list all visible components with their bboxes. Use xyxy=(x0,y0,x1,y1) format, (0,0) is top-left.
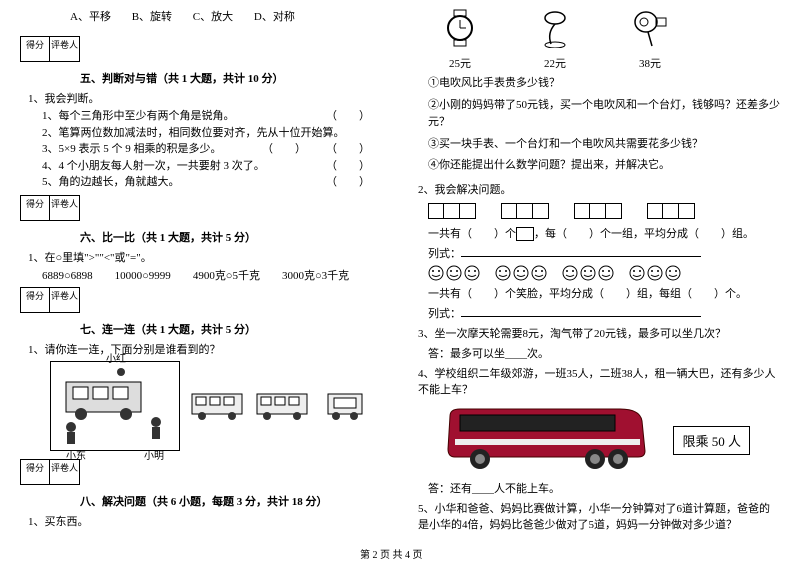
section-8-title: 八、解决问题（共 6 小题，每题 3 分，共计 18 分） xyxy=(80,493,390,509)
score-box: 得分 评卷人 xyxy=(20,459,80,485)
p3-answer: 答：最多可以坐____次。 xyxy=(428,345,780,361)
score-cell: 得分 xyxy=(20,36,50,62)
s5-i5: 5、角的边越长，角就越大。（ ） xyxy=(42,174,390,191)
box-groups xyxy=(428,203,780,219)
p2-line1: 一共有（ ）个，每（ ）个一组，平均分成（ ）组。 xyxy=(428,225,780,241)
bus-view-1 xyxy=(190,390,245,422)
problem-2: 2、我会解决问题。 xyxy=(418,181,780,197)
section-5-title: 五、判断对与错（共 1 大题，共计 10 分） xyxy=(80,70,390,86)
q-sub4: ④你还能提出什么数学问题？提出来，并解决它。 xyxy=(428,157,780,175)
bus-view-2 xyxy=(255,390,310,422)
bus-view-3 xyxy=(320,390,375,422)
product-watch: 25元 xyxy=(440,8,480,71)
mc-options: A、平移 B、旋转 C、放大 D、对称 xyxy=(70,8,390,24)
s5-q1: 1、我会判断。 xyxy=(28,90,390,106)
q-sub3: ③买一块手表、一个台灯和一个电吹风共需要花多少钱？ xyxy=(428,136,780,154)
p2-formula2: 列式： xyxy=(428,305,780,321)
bus-diagram: 限乘 50 人 xyxy=(410,401,780,476)
face-groups xyxy=(428,265,780,281)
smiley-icon xyxy=(428,265,444,281)
score-box: 得分 评卷人 xyxy=(20,36,80,62)
q-sub1: ①电吹风比手表贵多少钱？ xyxy=(428,75,780,93)
opt-d: D、对称 xyxy=(254,11,295,23)
p2-formula1: 列式： xyxy=(428,245,780,261)
s7-q1: 1、请你连一连，下面分别是谁看到的？ xyxy=(28,341,390,357)
s6-q1: 1、在○里填">""<"或"="。 xyxy=(28,249,390,265)
capacity-label: 限乘 50 人 xyxy=(673,426,750,455)
price-dryer: 38元 xyxy=(630,55,670,71)
opt-c: C、放大 xyxy=(193,11,233,23)
coach-bus-icon xyxy=(440,401,650,476)
problem-4: 4、学校组织二年级郊游，一班35人，二班38人，租一辆大巴，还有多少人不能上车？ xyxy=(418,365,780,397)
watch-icon xyxy=(440,8,480,48)
compare-row: 6889○689810000○99994900克○5千克3000克○3千克 xyxy=(42,267,390,283)
product-dryer: 38元 xyxy=(630,8,670,71)
s8-q1: 1、买东西。 xyxy=(28,513,390,529)
price-lamp: 22元 xyxy=(535,55,575,71)
price-watch: 25元 xyxy=(440,55,480,71)
p2-line3: 一共有（ ）个笑脸，平均分成（ ）组，每组（ ）个。 xyxy=(428,285,780,301)
label-xiaodong: 小东 xyxy=(66,447,86,462)
s5-i2: 2、笔算两位数加减法时，相同数位要对齐，先从十位开始算。（ ） xyxy=(42,125,390,142)
product-row: 25元 22元 38元 xyxy=(440,8,780,71)
section-7-title: 七、连一连（共 1 大题，共计 5 分） xyxy=(80,321,390,337)
scene-svg xyxy=(51,362,179,450)
hairdryer-icon xyxy=(630,8,670,48)
product-lamp: 22元 xyxy=(535,8,575,71)
label-xiaoming: 小明 xyxy=(144,447,164,462)
score-box: 得分 评卷人 xyxy=(20,287,80,313)
opt-a: A、平移 xyxy=(70,11,111,23)
page-footer: 第 2 页 共 4 页 xyxy=(360,546,423,561)
s5-i4: 4、4 个小朋友每人射一次，一共要射 3 次了。（ ） xyxy=(42,158,390,175)
grader-cell: 评卷人 xyxy=(50,36,80,62)
score-box: 得分 评卷人 xyxy=(20,195,80,221)
label-xiaohong: 小红 xyxy=(106,350,126,365)
q-sub2: ②小刚的妈妈带了50元钱，买一个电吹风和一个台灯，钱够吗？还差多少元？ xyxy=(428,97,780,132)
p4-answer: 答：还有____人不能上车。 xyxy=(428,480,780,496)
s5-i1: 1、每个三角形中至少有两个角是锐角。（ ） xyxy=(42,108,390,125)
section-6-title: 六、比一比（共 1 大题，共计 5 分） xyxy=(80,229,390,245)
problem-5: 5、小华和爸爸、妈妈比赛做计算，小华一分钟算对了6道计算题，爸爸的是小华的4倍，… xyxy=(418,500,780,532)
scene-box: 小红 小东 小明 xyxy=(50,361,180,451)
problem-3: 3、坐一次摩天轮需要8元，淘气带了20元钱，最多可以坐几次？ xyxy=(418,325,780,341)
matching-diagram: 小红 小东 小明 xyxy=(50,361,390,451)
opt-b: B、旋转 xyxy=(132,11,172,23)
lamp-icon xyxy=(535,8,575,48)
